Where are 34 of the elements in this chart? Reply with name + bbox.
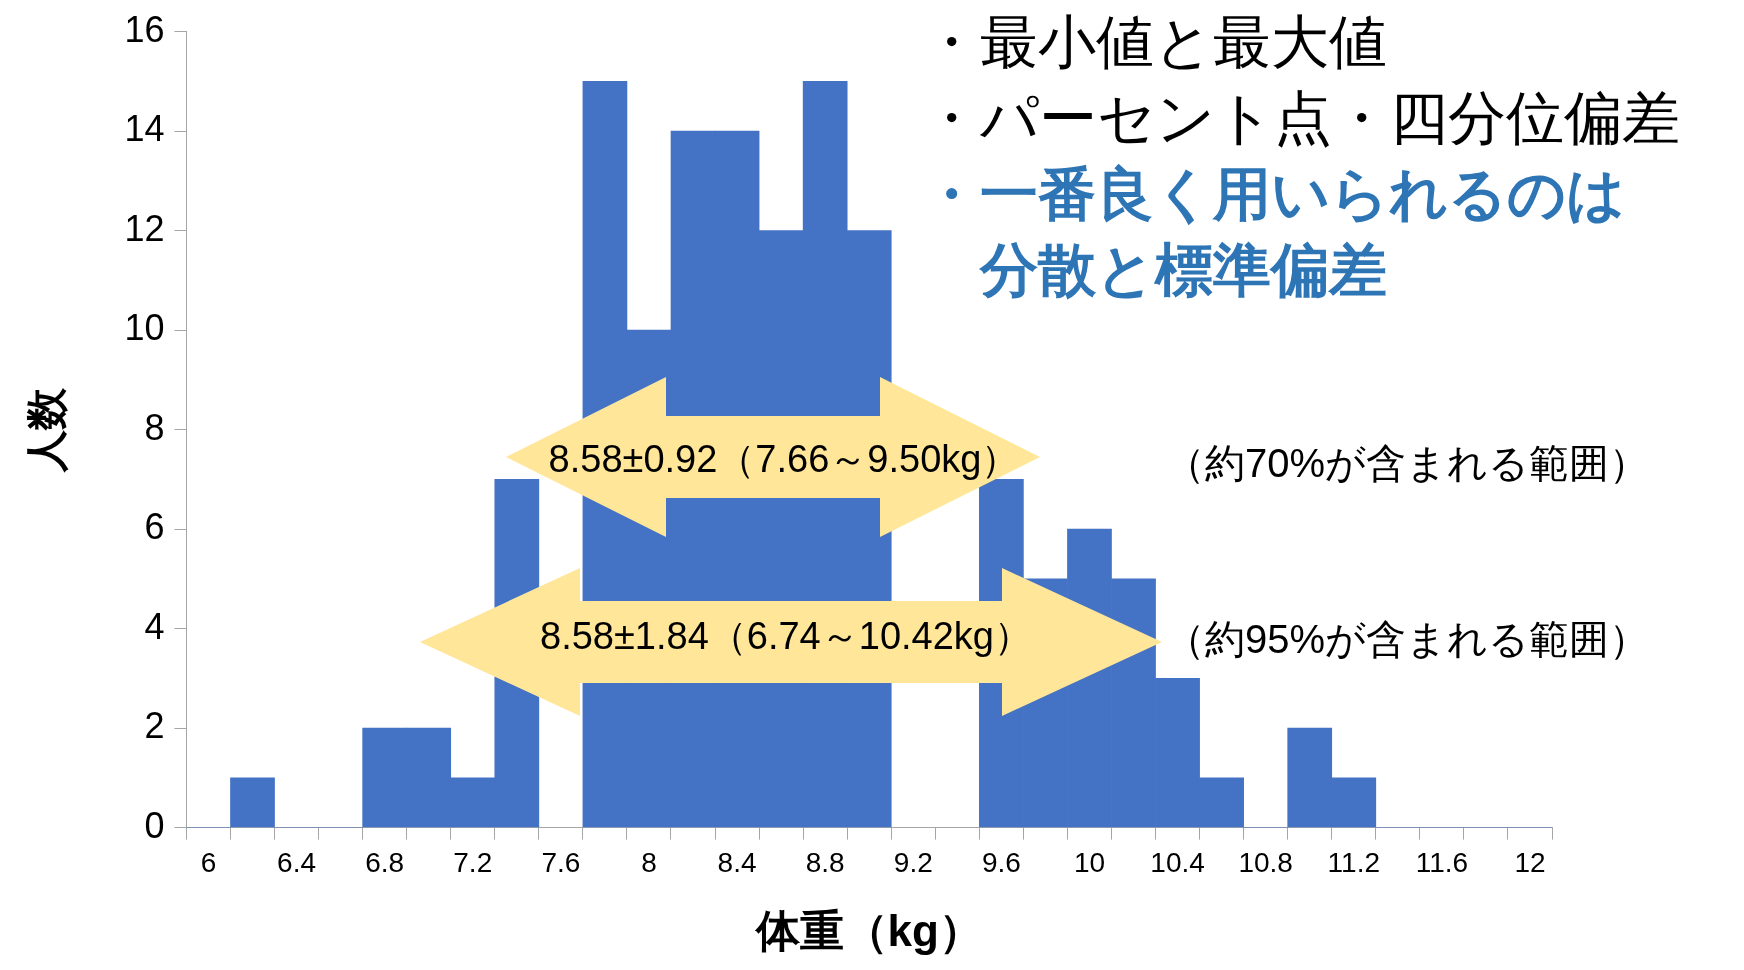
y-tick-label: 10: [124, 307, 165, 349]
y-tick-label: 16: [124, 8, 165, 50]
x-tick-label: 12: [1514, 847, 1546, 879]
annotation: 8.58±1.84（6.74～10.42kg）: [540, 614, 1032, 660]
annotation: ・パーセント点・四分位偏差: [922, 84, 1680, 152]
x-tick-label: 11.6: [1415, 847, 1469, 879]
x-tick-label: 6.4: [277, 847, 317, 879]
y-tick-label: 4: [144, 605, 165, 647]
x-tick-label: 9.6: [981, 847, 1021, 879]
annotation: ・最小値と最大値: [922, 8, 1387, 76]
y-tick-label: 0: [144, 804, 165, 846]
y-tick-label: 8: [144, 406, 165, 448]
x-tick-label: 10.8: [1238, 847, 1293, 879]
y-tick-label: 2: [144, 705, 165, 747]
x-tick-label: 10: [1073, 847, 1106, 879]
x-tick-label: 10.4: [1150, 847, 1205, 879]
annotation: ・一番良く用いられるのは分散と標準偏差: [922, 160, 1626, 304]
y-tick-label: 14: [124, 108, 165, 150]
y-tick-label: 12: [124, 207, 165, 249]
y-tick-label: 6: [144, 506, 165, 548]
x-tick-label: 9.2: [893, 847, 933, 879]
annotation: （約70%が含まれる範囲）: [1165, 440, 1650, 487]
x-tick-label: 6: [200, 847, 217, 879]
x-tick-label: 11.2: [1327, 847, 1380, 879]
x-tick-label: 6.8: [365, 847, 405, 879]
y-axis-title: 人数: [22, 386, 70, 473]
x-tick-label: 7.6: [541, 847, 581, 879]
x-tick-label: 8: [641, 847, 657, 879]
x-tick-label: 7.2: [453, 847, 493, 879]
annotation: （約95%が含まれる範囲）: [1165, 616, 1650, 663]
x-tick-label: 8.4: [717, 847, 757, 879]
annotation: 8.58±0.92（7.66～9.50kg）: [548, 437, 1020, 483]
x-axis-title: 体重（kg）: [753, 905, 983, 955]
x-tick-label: 8.8: [805, 847, 845, 879]
